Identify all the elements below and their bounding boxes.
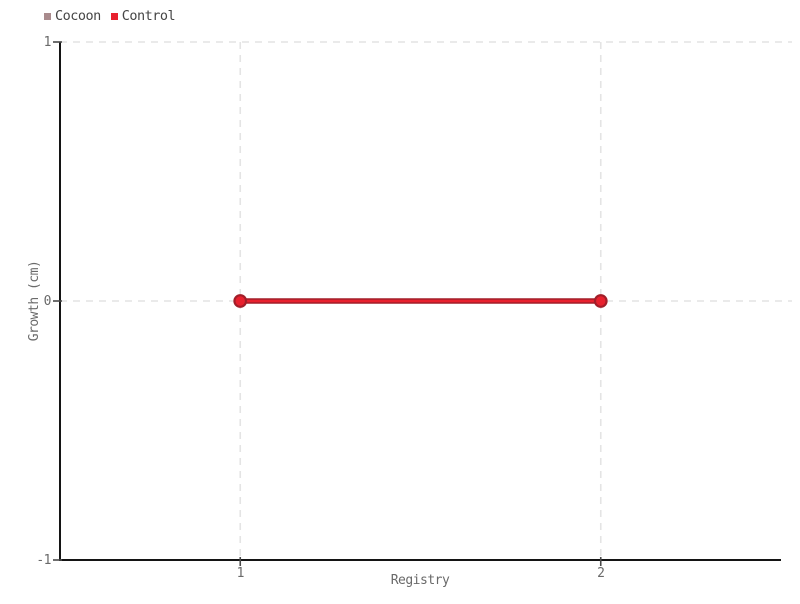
- legend: Cocoon Control: [44, 8, 176, 24]
- tick-marks: [53, 41, 602, 566]
- data-point-marker: [233, 294, 248, 308]
- data-point-marker: [593, 294, 608, 308]
- x-axis-label: Registry: [391, 573, 450, 588]
- y-tick-label: 1: [44, 35, 51, 50]
- x-tick-label: 2: [597, 566, 604, 581]
- legend-item-control: Control: [110, 8, 176, 24]
- legend-swatch-control-icon: [110, 12, 118, 20]
- tick-labels: 1 2 1 0 -1: [36, 35, 605, 581]
- y-tick-label: 0: [44, 294, 51, 309]
- legend-label-control: Control: [121, 8, 176, 24]
- legend-swatch-cocoon-icon: [44, 12, 51, 20]
- legend-label-cocoon: Cocoon: [55, 8, 101, 24]
- legend-item-cocoon: Cocoon: [44, 8, 101, 24]
- y-tick-label: -1: [36, 553, 51, 568]
- x-tick-label: 1: [237, 566, 244, 581]
- y-axis-label: Growth (cm): [27, 261, 42, 342]
- series: [233, 294, 608, 308]
